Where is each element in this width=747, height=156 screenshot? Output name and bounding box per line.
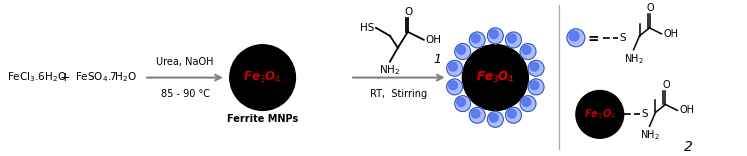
Circle shape (487, 111, 503, 127)
Circle shape (520, 44, 536, 59)
Circle shape (528, 79, 544, 95)
Text: Urea, NaOH: Urea, NaOH (156, 57, 214, 67)
Text: O: O (663, 80, 670, 90)
Circle shape (507, 34, 516, 43)
Circle shape (462, 45, 528, 110)
Text: NH$_2$: NH$_2$ (624, 52, 644, 66)
Text: O: O (647, 3, 654, 13)
Text: FeCl$_3$.6H$_2$O: FeCl$_3$.6H$_2$O (7, 71, 66, 85)
Circle shape (522, 98, 531, 106)
Circle shape (487, 28, 503, 44)
Text: 85 - 90 °C: 85 - 90 °C (161, 90, 209, 100)
Circle shape (530, 81, 539, 90)
Circle shape (449, 62, 457, 71)
Text: RT,  Stirring: RT, Stirring (371, 90, 427, 100)
Text: Fe$_3$O$_4$: Fe$_3$O$_4$ (476, 70, 515, 85)
Circle shape (456, 98, 465, 106)
Circle shape (455, 44, 471, 59)
Circle shape (469, 107, 485, 123)
Text: HS: HS (359, 23, 374, 33)
Text: Fe$_3$O$_4$: Fe$_3$O$_4$ (476, 70, 515, 85)
Circle shape (489, 113, 498, 122)
Circle shape (471, 109, 480, 118)
Circle shape (230, 45, 295, 110)
Text: OH: OH (679, 105, 695, 115)
Text: NH$_2$: NH$_2$ (379, 64, 400, 78)
Circle shape (455, 96, 471, 112)
Circle shape (567, 29, 585, 47)
Text: S: S (642, 109, 648, 119)
Text: OH: OH (426, 35, 441, 45)
Circle shape (506, 107, 521, 123)
Circle shape (449, 81, 457, 90)
Circle shape (528, 60, 544, 76)
Circle shape (462, 45, 528, 110)
Text: 1: 1 (434, 53, 441, 66)
Text: 2: 2 (684, 140, 692, 154)
Text: =: = (587, 32, 598, 46)
Text: Ferrite MNPs: Ferrite MNPs (227, 114, 298, 124)
Circle shape (447, 79, 462, 95)
Text: Fe$_3$O$_4$: Fe$_3$O$_4$ (244, 70, 282, 85)
Circle shape (576, 90, 624, 138)
Circle shape (507, 109, 516, 118)
Circle shape (489, 30, 498, 39)
Text: S: S (620, 33, 626, 43)
Circle shape (447, 60, 462, 76)
Circle shape (530, 62, 539, 71)
Text: O: O (405, 7, 413, 17)
Text: NH$_2$: NH$_2$ (639, 128, 660, 142)
Text: OH: OH (663, 29, 678, 39)
Circle shape (520, 96, 536, 112)
Text: Fe$_3$O$_4$: Fe$_3$O$_4$ (583, 107, 616, 121)
Text: FeSO$_4$.7H$_2$O: FeSO$_4$.7H$_2$O (75, 71, 137, 85)
Circle shape (569, 31, 579, 41)
Circle shape (522, 46, 531, 54)
Circle shape (506, 32, 521, 48)
Circle shape (456, 46, 465, 54)
Circle shape (471, 34, 480, 43)
Text: +: + (59, 71, 70, 84)
Circle shape (469, 32, 485, 48)
